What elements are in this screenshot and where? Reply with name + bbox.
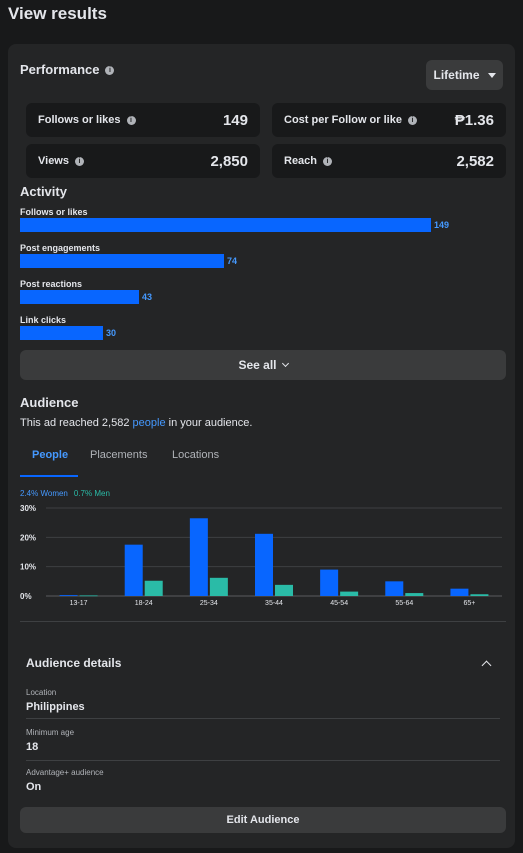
chevron-up-icon[interactable] xyxy=(481,660,492,671)
x-tick-label: 35-44 xyxy=(265,600,283,607)
activity-bar xyxy=(20,290,139,304)
activity-bar xyxy=(20,254,224,268)
activity-title: Activity xyxy=(20,184,67,199)
detail-value: Philippines xyxy=(26,701,85,713)
chart-bar-women xyxy=(124,544,143,596)
edit-audience-button[interactable]: Edit Audience xyxy=(20,807,506,833)
activity-label: Post engagements xyxy=(20,243,101,253)
info-icon[interactable]: i xyxy=(75,156,84,166)
activity-label: Post reactions xyxy=(20,279,83,289)
activity-label: Link clicks xyxy=(20,315,67,325)
legend-women: 2.4% Women xyxy=(20,489,68,498)
audience-details-title: Audience details xyxy=(26,656,122,670)
activity-value: 43 xyxy=(142,292,153,302)
activity-value: 149 xyxy=(434,220,450,230)
y-tick-label: 20% xyxy=(20,533,36,542)
activity-bar xyxy=(20,218,431,232)
activity-label: Follows or likes xyxy=(20,207,88,217)
reach-summary: This ad reached 2,582 people in your aud… xyxy=(20,417,253,429)
x-tick-label: 18-24 xyxy=(135,600,153,607)
tab-people[interactable]: People xyxy=(32,449,69,461)
y-tick-label: 30% xyxy=(20,504,36,513)
period-dropdown[interactable]: Lifetime xyxy=(426,60,503,90)
detail-label: Advantage+ audience xyxy=(26,768,104,777)
activity-value: 74 xyxy=(227,256,238,266)
info-icon[interactable]: i xyxy=(105,66,115,76)
metric-views: Views i 2,850 xyxy=(26,144,260,178)
metric-reach: Reach i 2,582 xyxy=(272,144,506,178)
chart-bar-women xyxy=(450,588,469,596)
chart-bar-men xyxy=(209,577,228,596)
info-icon[interactable]: i xyxy=(323,156,333,166)
active-tab-indicator xyxy=(20,475,78,477)
chart-bar-men xyxy=(144,580,163,596)
x-tick-label: 13-17 xyxy=(70,600,88,607)
x-tick-label: 25-34 xyxy=(200,600,218,607)
divider xyxy=(26,718,500,719)
detail-value: On xyxy=(26,781,42,793)
divider xyxy=(26,760,500,761)
detail-label: Location xyxy=(26,688,57,697)
x-tick-label: 55-64 xyxy=(395,600,413,607)
chart-bar-women xyxy=(255,533,273,596)
tab-locations[interactable]: Locations xyxy=(172,449,220,461)
legend-men: 0.7% Men xyxy=(73,489,110,498)
info-icon[interactable]: i xyxy=(126,115,136,125)
detail-value: 18 xyxy=(26,741,39,753)
y-tick-label: 10% xyxy=(20,563,36,572)
results-card: Performance i Lifetime Follows or likes i … xyxy=(8,44,515,848)
caret-down-icon xyxy=(487,72,496,78)
chart-bar-women xyxy=(385,581,404,596)
see-all-button[interactable]: See all xyxy=(20,350,506,380)
chart-bar-men xyxy=(470,594,489,596)
activity-bar xyxy=(20,326,103,340)
page-title: View results xyxy=(8,4,107,23)
chart-legend: 2.4% Women 0.7% Men xyxy=(20,489,110,498)
audience-title: Audience xyxy=(20,395,79,410)
chart-bar-men xyxy=(275,584,293,596)
chart-bar-men xyxy=(405,593,424,596)
metric-follows: Follows or likes i 149 xyxy=(26,103,260,137)
chevron-down-icon xyxy=(281,359,289,368)
metric-cost-per-follow: Cost per Follow or like i ₱1.36 xyxy=(272,103,506,137)
x-tick-label: 65+ xyxy=(463,600,475,607)
chart-bar-men xyxy=(340,591,359,596)
activity-value: 30 xyxy=(106,328,117,338)
divider xyxy=(20,621,506,622)
y-tick-label: 0% xyxy=(20,592,32,601)
chart-bar-women xyxy=(189,518,208,596)
detail-label: Minimum age xyxy=(26,728,75,737)
tab-placements[interactable]: Placements xyxy=(90,449,148,461)
audience-chart: 0% 10% 20% 30% 13-17 18-24 25-34 35-44 45-54 55-6… xyxy=(20,504,502,607)
chart-bar-women xyxy=(320,569,339,596)
chart-bar-men xyxy=(79,595,98,597)
x-tick-label: 45-54 xyxy=(330,600,348,607)
info-icon[interactable]: i xyxy=(407,115,417,125)
chart-bar-women xyxy=(59,595,78,596)
performance-title: Performance i xyxy=(20,62,115,77)
people-link[interactable]: people xyxy=(132,417,166,429)
